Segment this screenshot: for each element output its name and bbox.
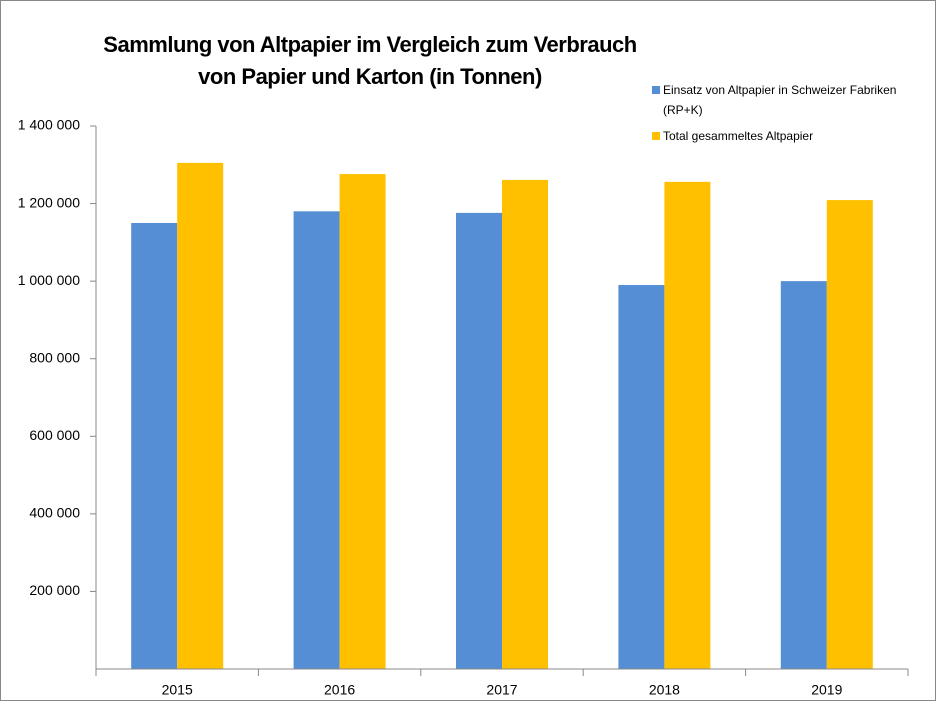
bar bbox=[780, 281, 827, 669]
legend-item: Total gesammeltes Altpapier bbox=[652, 126, 927, 146]
y-tick-label: 1 200 000 bbox=[18, 194, 80, 210]
y-tick-label: 800 000 bbox=[29, 349, 80, 365]
y-tick-label: 200 000 bbox=[29, 582, 80, 598]
legend: Einsatz von Altpapier in Schweizer Fabri… bbox=[652, 80, 927, 152]
legend-swatch bbox=[652, 132, 660, 140]
x-tick-label: 2015 bbox=[162, 682, 193, 698]
chart-title: von Papier und Karton (in Tonnen) bbox=[198, 64, 542, 89]
legend-label: Einsatz von Altpapier in Schweizer Fabri… bbox=[663, 83, 897, 117]
bar bbox=[502, 179, 548, 669]
bar bbox=[618, 285, 665, 669]
legend-item: Einsatz von Altpapier in Schweizer Fabri… bbox=[652, 80, 927, 120]
x-tick-label: 2018 bbox=[649, 682, 680, 698]
bar bbox=[826, 200, 873, 669]
bar bbox=[131, 222, 178, 669]
bar bbox=[456, 212, 502, 669]
legend-label: Total gesammeltes Altpapier bbox=[663, 129, 814, 143]
y-tick-label: 600 000 bbox=[29, 427, 80, 443]
x-tick-label: 2016 bbox=[324, 682, 355, 698]
bar bbox=[293, 211, 340, 670]
x-tick-label: 2017 bbox=[486, 682, 517, 698]
bar bbox=[664, 181, 711, 669]
y-tick-label: 1 400 000 bbox=[18, 117, 80, 133]
bar bbox=[177, 162, 224, 669]
y-tick-label: 1 000 000 bbox=[18, 272, 80, 288]
x-tick-label: 2019 bbox=[811, 682, 842, 698]
chart-title: Sammlung von Altpapier im Vergleich zum … bbox=[103, 32, 636, 57]
bar bbox=[339, 174, 386, 669]
y-tick-label: 400 000 bbox=[29, 505, 80, 521]
legend-swatch bbox=[652, 86, 660, 94]
